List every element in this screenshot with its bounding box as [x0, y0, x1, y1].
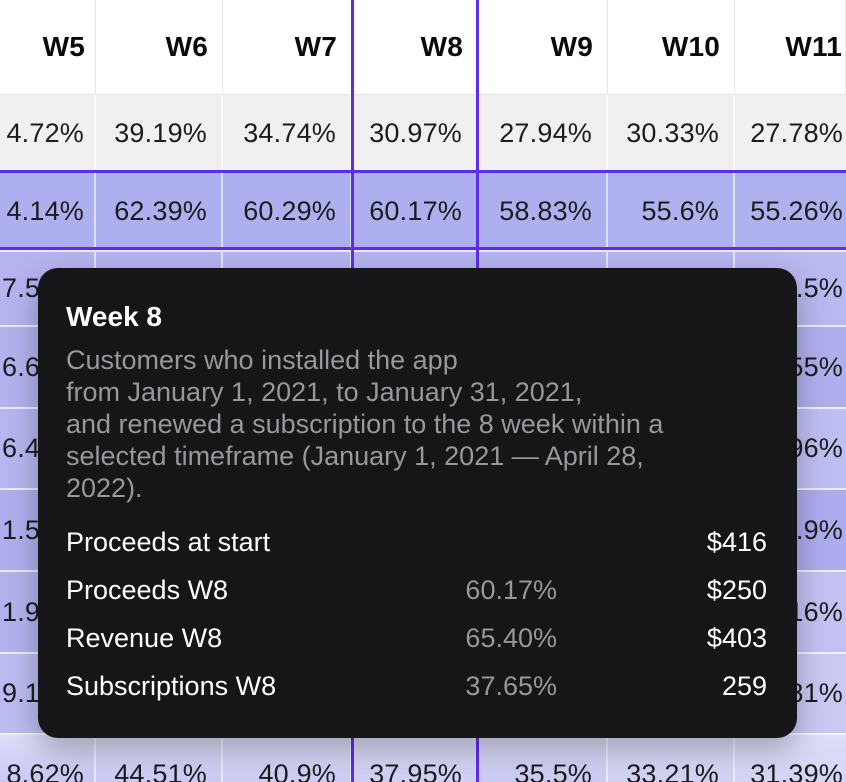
stat-value: $403 [706, 622, 767, 653]
table-cell[interactable]: 33.21% [608, 733, 735, 782]
stat-row-proceeds-at-start: Proceeds at start $416 [66, 518, 767, 566]
table-cell[interactable]: 27.78% [735, 95, 846, 172]
table-cell[interactable]: 55.26% [735, 172, 846, 250]
stat-percent: 37.65% [465, 670, 557, 701]
table-cell[interactable]: 31.39% [735, 733, 846, 782]
stat-percent: 65.40% [465, 622, 557, 653]
stat-label: Proceeds at start [66, 526, 271, 557]
column-header-w7: W7 [223, 0, 352, 95]
table-cell[interactable]: 4.14% [0, 172, 96, 250]
stat-label: Subscriptions W8 [66, 670, 277, 701]
table-row: 4.14% 62.39% 60.29% 60.17% 58.83% 55.6% 55.26% [0, 172, 846, 250]
table-cell[interactable]: 4.72% [0, 95, 96, 172]
tooltip-title: Week 8 [66, 301, 162, 332]
column-header-w9: W9 [478, 0, 608, 95]
table-cell[interactable]: 30.97% [352, 95, 478, 172]
table-cell[interactable]: 60.17% [352, 172, 478, 250]
column-header-w5: W5 [0, 0, 96, 95]
stat-row-subscriptions-w8: Subscriptions W8 37.65% 259 [66, 662, 767, 710]
week8-tooltip: Week 8 Customers who installed the app f… [38, 268, 797, 738]
table-cell[interactable]: 40.9% [223, 733, 352, 782]
table-cell[interactable]: 55.6% [608, 172, 735, 250]
table-cell[interactable]: 62.39% [96, 172, 223, 250]
table-row: 8.62% 44.51% 40.9% 37.95% 35.5% 33.21% 31.39% [0, 733, 846, 782]
table-cell[interactable]: 39.19% [96, 95, 223, 172]
table-cell[interactable]: 8.62% [0, 733, 96, 782]
table-cell[interactable]: 58.83% [478, 172, 608, 250]
row-highlight-bottom-border [0, 247, 846, 250]
stat-label: Proceeds W8 [66, 574, 229, 605]
table-cell[interactable]: 44.51% [96, 733, 223, 782]
stat-value: 259 [721, 670, 767, 701]
stat-row-proceeds-w8: Proceeds W8 60.17% $250 [66, 566, 767, 614]
stat-row-revenue-w8: Revenue W8 65.40% $403 [66, 614, 767, 662]
table-cell[interactable]: 35.5% [478, 733, 608, 782]
tooltip-stats: Proceeds at start $416 Proceeds W8 60.17… [66, 518, 767, 710]
column-header-w6: W6 [96, 0, 223, 95]
table-cell[interactable]: 60.29% [223, 172, 352, 250]
row-highlight-top-border [0, 170, 846, 173]
stat-value: $416 [706, 526, 767, 557]
column-header-w8: W8 [352, 0, 478, 95]
tooltip-description: Customers who installed the app from Jan… [66, 345, 664, 503]
table-cell[interactable]: 37.95% [352, 733, 478, 782]
stat-percent: 60.17% [465, 574, 557, 605]
column-header-w10: W10 [608, 0, 735, 95]
stat-value: $250 [706, 574, 767, 605]
table-row: 4.72% 39.19% 34.74% 30.97% 27.94% 30.33% 27.78… [0, 95, 846, 172]
table-cell[interactable]: 27.94% [478, 95, 608, 172]
column-header-w11: W11 [735, 0, 846, 95]
stat-label: Revenue W8 [66, 622, 223, 653]
table-cell[interactable]: 34.74% [223, 95, 352, 172]
table-cell[interactable]: 30.33% [608, 95, 735, 172]
